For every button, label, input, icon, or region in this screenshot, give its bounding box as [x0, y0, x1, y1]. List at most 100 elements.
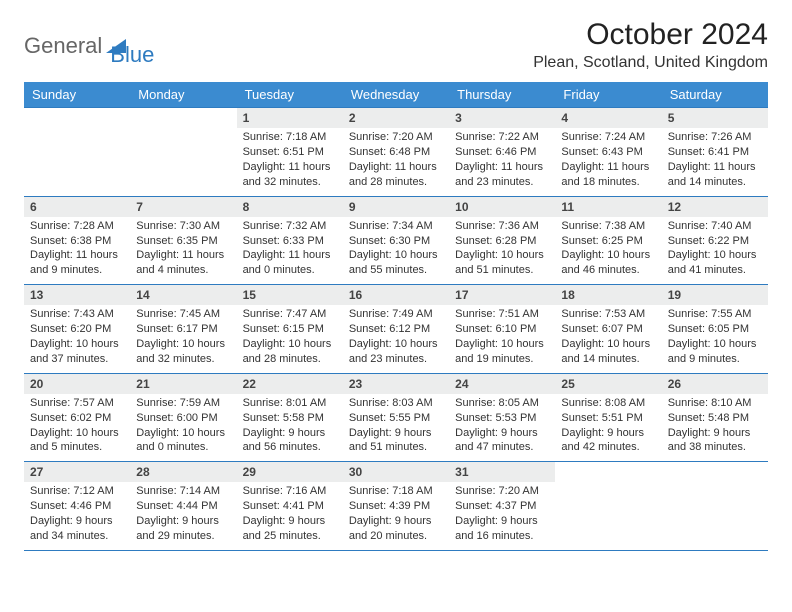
title-block: October 2024 Plean, Scotland, United Kin… — [533, 18, 768, 72]
day-number: 7 — [130, 197, 236, 217]
sunset-text: Sunset: 6:17 PM — [136, 322, 230, 337]
day-number: 28 — [130, 462, 236, 482]
day-number: 1 — [237, 108, 343, 128]
daylight1-text: Daylight: 11 hours — [349, 160, 443, 175]
day-number: 27 — [24, 462, 130, 482]
daylight1-text: Daylight: 11 hours — [561, 160, 655, 175]
sunrise-text: Sunrise: 7:24 AM — [561, 130, 655, 145]
daylight1-text: Daylight: 10 hours — [136, 426, 230, 441]
sunset-text: Sunset: 4:37 PM — [455, 499, 549, 514]
day-number: 15 — [237, 285, 343, 305]
sunrise-text: Sunrise: 7:36 AM — [455, 219, 549, 234]
daylight1-text: Daylight: 10 hours — [243, 337, 337, 352]
daylight2-text: and 9 minutes. — [30, 263, 124, 278]
daylight1-text: Daylight: 9 hours — [455, 426, 549, 441]
location: Plean, Scotland, United Kingdom — [533, 54, 768, 72]
day-header-cell: Monday — [130, 82, 236, 107]
sunrise-text: Sunrise: 8:03 AM — [349, 396, 443, 411]
sunrise-text: Sunrise: 7:18 AM — [243, 130, 337, 145]
sunrise-text: Sunrise: 7:55 AM — [668, 307, 762, 322]
day-number: 16 — [343, 285, 449, 305]
daylight1-text: Daylight: 10 hours — [561, 248, 655, 263]
daylight1-text: Daylight: 10 hours — [668, 248, 762, 263]
daylight1-text: Daylight: 9 hours — [561, 426, 655, 441]
day-number: 31 — [449, 462, 555, 482]
daylight2-text: and 32 minutes. — [136, 352, 230, 367]
week-row: 20Sunrise: 7:57 AMSunset: 6:02 PMDayligh… — [24, 373, 768, 462]
day-cell: 21Sunrise: 7:59 AMSunset: 6:00 PMDayligh… — [130, 374, 236, 462]
day-header: SundayMondayTuesdayWednesdayThursdayFrid… — [24, 82, 768, 107]
daylight1-text: Daylight: 9 hours — [136, 514, 230, 529]
day-cell: 13Sunrise: 7:43 AMSunset: 6:20 PMDayligh… — [24, 285, 130, 373]
day-header-cell: Saturday — [662, 82, 768, 107]
day-cell: 25Sunrise: 8:08 AMSunset: 5:51 PMDayligh… — [555, 374, 661, 462]
daylight2-text: and 29 minutes. — [136, 529, 230, 544]
day-number: 19 — [662, 285, 768, 305]
day-cell: 20Sunrise: 7:57 AMSunset: 6:02 PMDayligh… — [24, 374, 130, 462]
daylight2-text: and 46 minutes. — [561, 263, 655, 278]
sunset-text: Sunset: 6:15 PM — [243, 322, 337, 337]
daylight2-text: and 20 minutes. — [349, 529, 443, 544]
daylight2-text: and 41 minutes. — [668, 263, 762, 278]
week-row: 13Sunrise: 7:43 AMSunset: 6:20 PMDayligh… — [24, 284, 768, 373]
daylight2-text: and 37 minutes. — [30, 352, 124, 367]
sunrise-text: Sunrise: 7:49 AM — [349, 307, 443, 322]
sunset-text: Sunset: 4:44 PM — [136, 499, 230, 514]
sunset-text: Sunset: 5:51 PM — [561, 411, 655, 426]
day-cell: 6Sunrise: 7:28 AMSunset: 6:38 PMDaylight… — [24, 197, 130, 285]
daylight1-text: Daylight: 11 hours — [243, 248, 337, 263]
sunrise-text: Sunrise: 7:22 AM — [455, 130, 549, 145]
day-header-cell: Sunday — [24, 82, 130, 107]
daylight1-text: Daylight: 9 hours — [668, 426, 762, 441]
sunset-text: Sunset: 6:07 PM — [561, 322, 655, 337]
day-number: 20 — [24, 374, 130, 394]
day-number: 11 — [555, 197, 661, 217]
sunset-text: Sunset: 4:46 PM — [30, 499, 124, 514]
daylight2-text: and 14 minutes. — [561, 352, 655, 367]
sunrise-text: Sunrise: 7:40 AM — [668, 219, 762, 234]
sunrise-text: Sunrise: 8:10 AM — [668, 396, 762, 411]
day-cell: 24Sunrise: 8:05 AMSunset: 5:53 PMDayligh… — [449, 374, 555, 462]
sunrise-text: Sunrise: 7:28 AM — [30, 219, 124, 234]
day-cell: 5Sunrise: 7:26 AMSunset: 6:41 PMDaylight… — [662, 108, 768, 196]
day-cell: 17Sunrise: 7:51 AMSunset: 6:10 PMDayligh… — [449, 285, 555, 373]
day-cell — [24, 108, 130, 196]
day-cell: 3Sunrise: 7:22 AMSunset: 6:46 PMDaylight… — [449, 108, 555, 196]
daylight1-text: Daylight: 9 hours — [349, 514, 443, 529]
sunset-text: Sunset: 6:02 PM — [30, 411, 124, 426]
day-cell: 27Sunrise: 7:12 AMSunset: 4:46 PMDayligh… — [24, 462, 130, 550]
sunset-text: Sunset: 5:55 PM — [349, 411, 443, 426]
daylight2-text: and 19 minutes. — [455, 352, 549, 367]
day-number: 21 — [130, 374, 236, 394]
sunset-text: Sunset: 6:46 PM — [455, 145, 549, 160]
daylight2-text: and 18 minutes. — [561, 175, 655, 190]
day-number: 10 — [449, 197, 555, 217]
sunrise-text: Sunrise: 7:34 AM — [349, 219, 443, 234]
day-number: 22 — [237, 374, 343, 394]
sunset-text: Sunset: 6:22 PM — [668, 234, 762, 249]
daylight1-text: Daylight: 9 hours — [243, 426, 337, 441]
sunset-text: Sunset: 6:25 PM — [561, 234, 655, 249]
sunset-text: Sunset: 6:30 PM — [349, 234, 443, 249]
daylight2-text: and 56 minutes. — [243, 440, 337, 455]
sunset-text: Sunset: 4:41 PM — [243, 499, 337, 514]
sunset-text: Sunset: 5:53 PM — [455, 411, 549, 426]
week-row: 6Sunrise: 7:28 AMSunset: 6:38 PMDaylight… — [24, 196, 768, 285]
day-header-cell: Wednesday — [343, 82, 449, 107]
day-cell: 10Sunrise: 7:36 AMSunset: 6:28 PMDayligh… — [449, 197, 555, 285]
daylight2-text: and 28 minutes. — [243, 352, 337, 367]
month-title: October 2024 — [533, 18, 768, 52]
sunset-text: Sunset: 6:51 PM — [243, 145, 337, 160]
sunrise-text: Sunrise: 7:45 AM — [136, 307, 230, 322]
daylight1-text: Daylight: 10 hours — [30, 426, 124, 441]
day-cell — [555, 462, 661, 550]
daylight2-text: and 42 minutes. — [561, 440, 655, 455]
day-cell: 30Sunrise: 7:18 AMSunset: 4:39 PMDayligh… — [343, 462, 449, 550]
daylight1-text: Daylight: 10 hours — [455, 248, 549, 263]
daylight1-text: Daylight: 11 hours — [136, 248, 230, 263]
sunrise-text: Sunrise: 7:47 AM — [243, 307, 337, 322]
sunset-text: Sunset: 5:58 PM — [243, 411, 337, 426]
week-row: 1 Sunrise: 7:18 AMSunset: 6:51 PM Daylight… — [24, 107, 768, 196]
daylight2-text: and 25 minutes. — [243, 529, 337, 544]
sunrise-text: Sunrise: 8:05 AM — [455, 396, 549, 411]
